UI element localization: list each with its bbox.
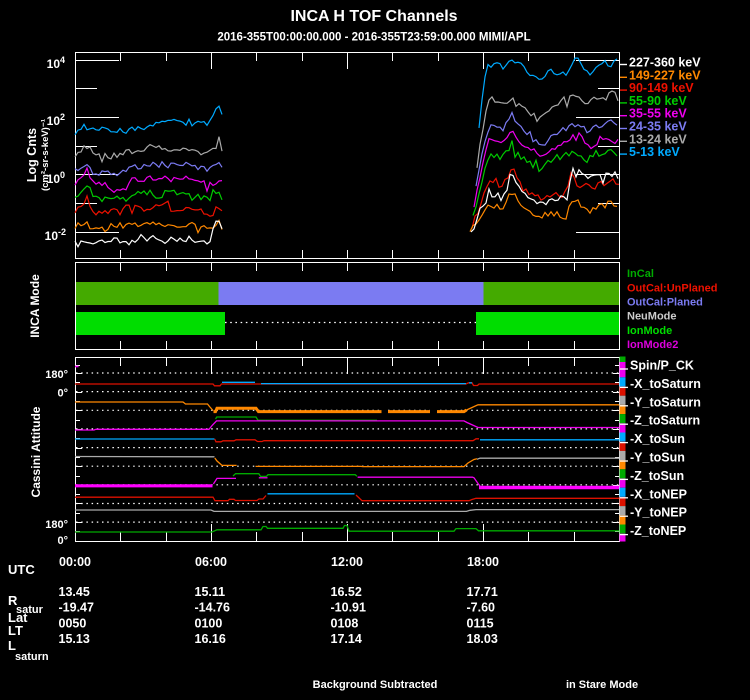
svg-text:0050: 0050 <box>59 617 87 631</box>
svg-text:L: L <box>8 638 16 653</box>
svg-text:10: 10 <box>47 172 61 186</box>
svg-text:0115: 0115 <box>467 617 494 631</box>
svg-text:180°: 180° <box>45 369 68 381</box>
svg-text:149-227 keV: 149-227 keV <box>629 68 701 82</box>
svg-text:180°: 180° <box>45 519 68 531</box>
svg-text:90-149 keV: 90-149 keV <box>629 81 694 95</box>
svg-text:Background Subtracted: Background Subtracted <box>313 679 438 691</box>
svg-text:Lat: Lat <box>8 610 28 625</box>
svg-text:Cassini Attitude: Cassini Attitude <box>29 406 43 497</box>
svg-text:-10.91: -10.91 <box>331 601 366 615</box>
svg-text:35-55 keV: 35-55 keV <box>629 107 687 121</box>
svg-text:17.71: 17.71 <box>467 585 498 599</box>
svg-text:OutCal:Planed: OutCal:Planed <box>627 297 703 309</box>
svg-text:13-24 keV: 13-24 keV <box>629 132 687 146</box>
svg-text:Spin/P_CK: Spin/P_CK <box>630 359 694 373</box>
svg-text:10: 10 <box>45 229 59 243</box>
svg-text:18.03: 18.03 <box>467 632 498 646</box>
svg-text:UTC: UTC <box>8 562 35 577</box>
svg-text:-14.76: -14.76 <box>195 601 230 615</box>
svg-text:10: 10 <box>47 114 61 128</box>
svg-text:10: 10 <box>47 57 61 71</box>
svg-text:17.14: 17.14 <box>331 632 362 646</box>
svg-text:-Y_toSun: -Y_toSun <box>630 451 685 465</box>
svg-text:00:00: 00:00 <box>59 555 91 569</box>
svg-text:2: 2 <box>60 112 65 122</box>
svg-text:saturn: saturn <box>15 651 49 663</box>
svg-text:16.16: 16.16 <box>195 632 226 646</box>
svg-text:R: R <box>8 593 18 608</box>
svg-text:-7.60: -7.60 <box>467 601 496 615</box>
svg-text:13.45: 13.45 <box>59 585 90 599</box>
svg-text:-X_toNEP: -X_toNEP <box>630 487 687 501</box>
svg-text:12:00: 12:00 <box>331 555 363 569</box>
svg-text:5-13 keV: 5-13 keV <box>629 145 680 159</box>
svg-text:0100: 0100 <box>195 617 223 631</box>
svg-text:InCal: InCal <box>627 268 654 280</box>
svg-text:-X_toSaturn: -X_toSaturn <box>630 377 701 391</box>
svg-text:-Y_toSaturn: -Y_toSaturn <box>630 395 701 409</box>
svg-text:OutCal:UnPlaned: OutCal:UnPlaned <box>627 282 717 294</box>
svg-text:-Z_toNEP: -Z_toNEP <box>630 524 686 538</box>
svg-text:satur: satur <box>16 604 44 616</box>
svg-text:0108: 0108 <box>331 617 359 631</box>
svg-text:-Y_toNEP: -Y_toNEP <box>630 506 687 520</box>
svg-text:Log Cnts: Log Cnts <box>25 128 39 182</box>
svg-text:in Stare Mode: in Stare Mode <box>566 679 638 691</box>
svg-text:0°: 0° <box>57 535 68 547</box>
svg-text:06:00: 06:00 <box>195 555 227 569</box>
svg-text:NeuMode: NeuMode <box>627 311 677 323</box>
svg-text:-X_toSun: -X_toSun <box>630 432 685 446</box>
svg-text:0: 0 <box>60 170 65 180</box>
svg-text:0°: 0° <box>57 388 68 400</box>
svg-text:INCA H TOF Channels: INCA H TOF Channels <box>290 8 457 25</box>
svg-text:-Z_toSaturn: -Z_toSaturn <box>630 414 700 428</box>
svg-text:(cm²-sr-s-keV)⁻¹: (cm²-sr-s-keV)⁻¹ <box>40 119 51 191</box>
svg-text:4: 4 <box>60 55 65 65</box>
svg-text:LT: LT <box>8 623 23 638</box>
svg-text:227-360 keV: 227-360 keV <box>629 56 701 70</box>
svg-text:-2: -2 <box>58 227 66 237</box>
svg-text:15.11: 15.11 <box>195 585 226 599</box>
svg-text:16.52: 16.52 <box>331 585 362 599</box>
svg-text:INCA Mode: INCA Mode <box>28 274 42 338</box>
svg-text:55-90 keV: 55-90 keV <box>629 94 687 108</box>
svg-text:24-35 keV: 24-35 keV <box>629 120 687 134</box>
svg-text:-Z_toSun: -Z_toSun <box>630 469 684 483</box>
svg-text:18:00: 18:00 <box>467 555 499 569</box>
svg-text:IonMode2: IonMode2 <box>627 339 678 351</box>
svg-text:IonMode: IonMode <box>627 325 672 337</box>
svg-text:-19.47: -19.47 <box>59 601 94 615</box>
svg-text:15.13: 15.13 <box>59 632 90 646</box>
svg-text:2016-355T00:00:00.000 - 2016-3: 2016-355T00:00:00.000 - 2016-355T23:59:0… <box>217 32 530 44</box>
